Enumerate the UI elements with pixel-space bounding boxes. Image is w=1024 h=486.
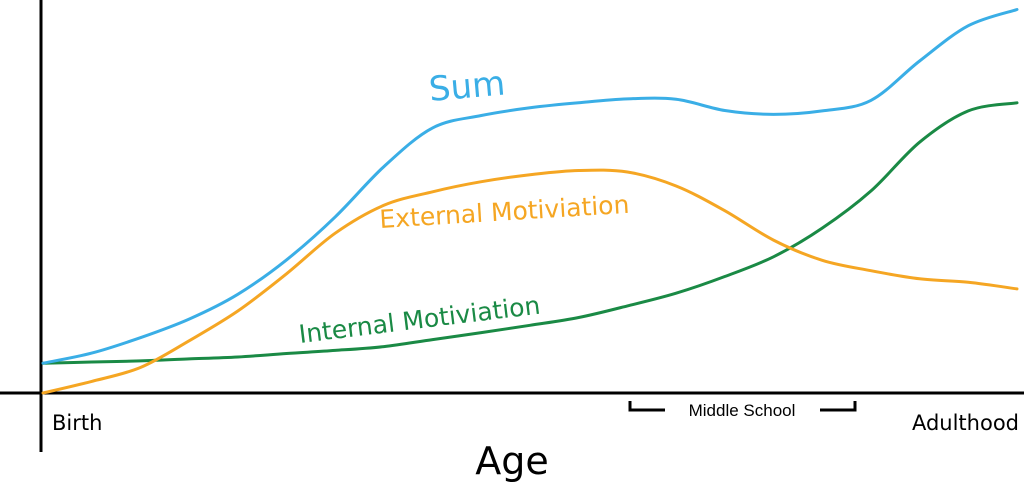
series-layer [41, 8, 1019, 395]
x-tick-label-start: Birth [52, 411, 102, 435]
series-line-external-motiviation [41, 168, 1019, 395]
middle-school-label: Middle School [689, 401, 796, 420]
middle-school-bracket-right [820, 401, 857, 412]
series-line-internal-motiviation [41, 101, 1019, 365]
x-tick-label-end: Adulthood [912, 411, 1019, 435]
middle-school-bracket-left [628, 401, 665, 412]
x-axis-title: Age [475, 439, 549, 483]
middle-school-bracket: Middle School [628, 401, 857, 420]
series-label-sum: Sum [427, 63, 506, 109]
series-line-sum [41, 8, 1019, 365]
